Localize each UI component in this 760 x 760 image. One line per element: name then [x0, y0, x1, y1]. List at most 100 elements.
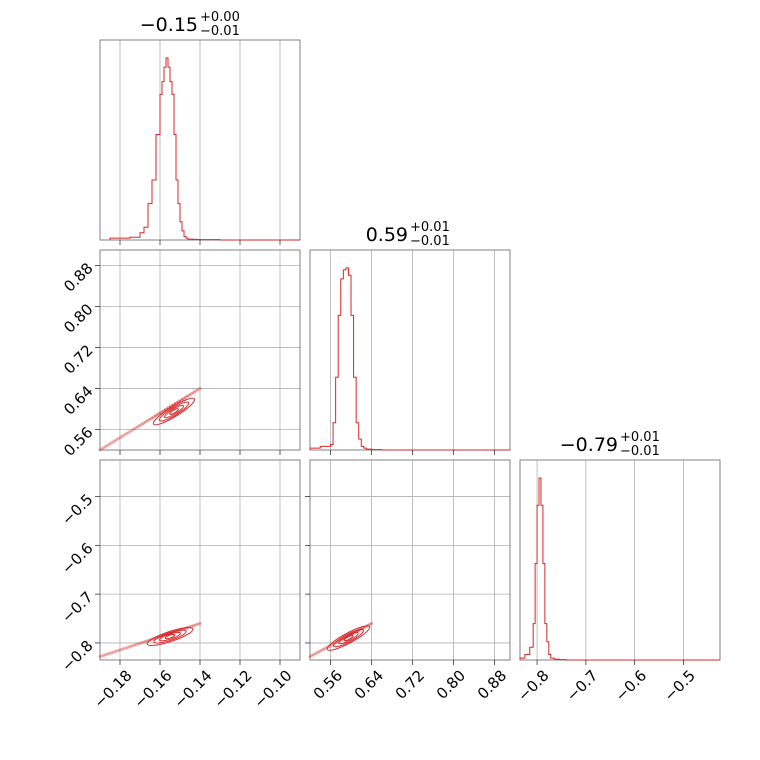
x-tick-label: −0.12	[210, 666, 255, 711]
density-point	[151, 416, 154, 419]
y-tick-label: 0.64	[60, 382, 96, 418]
x-tick-label: −0.16	[130, 666, 175, 711]
density-point	[108, 652, 112, 655]
contour-level-2	[159, 631, 181, 642]
density-point	[126, 431, 129, 435]
density-point	[131, 644, 134, 648]
contour-level-0	[152, 397, 196, 426]
density-point	[156, 413, 159, 416]
density-point	[193, 623, 197, 627]
density-point	[178, 399, 182, 402]
panel-1-1	[309, 249, 511, 451]
density-point	[308, 655, 312, 658]
contour-level-0	[146, 627, 194, 647]
x-tick-label: −0.7	[563, 666, 601, 704]
title-lower-error: −0.01	[620, 444, 660, 459]
contour-level-0	[326, 625, 371, 651]
joint-density-1	[98, 621, 202, 659]
density-point	[101, 654, 104, 657]
density-point	[121, 434, 124, 438]
density-point	[121, 647, 124, 651]
panel-2-0	[99, 459, 301, 661]
contour-level-2	[164, 404, 184, 419]
panel-title-2: −0.79 +0.01−0.01	[560, 430, 660, 459]
x-tick-label: −0.8	[514, 666, 552, 704]
x-tick-label: 0.80	[433, 666, 469, 702]
density-point	[128, 430, 132, 433]
density-point	[131, 428, 134, 432]
title-upper-error: +0.01	[410, 220, 450, 235]
density-point	[126, 646, 129, 649]
title-upper-error: +0.01	[620, 430, 660, 445]
panel-1-0	[99, 249, 301, 451]
panel-frame	[309, 249, 511, 451]
density-point	[136, 642, 139, 646]
density-point	[111, 441, 114, 444]
density-point	[310, 654, 313, 657]
density-point	[118, 436, 122, 439]
y-tick-label: −0.7	[58, 588, 96, 626]
density-point	[324, 647, 327, 650]
x-tick-label: −0.10	[250, 666, 295, 711]
density-point	[196, 388, 199, 392]
density-point	[146, 419, 149, 422]
contour-level-1	[332, 628, 365, 648]
contour-level-3	[169, 408, 179, 415]
x-tick-label: −0.5	[660, 666, 698, 704]
panel-frame	[309, 459, 511, 661]
x-tick-label: 0.64	[351, 666, 387, 702]
density-point	[368, 623, 372, 626]
density-point	[133, 427, 137, 430]
y-tick-label: −0.8	[58, 637, 96, 675]
y-tick-label: 0.56	[60, 423, 96, 459]
density-point	[314, 652, 318, 655]
histogram-2	[519, 477, 720, 661]
density-point	[138, 642, 142, 645]
joint-density-2	[308, 621, 374, 659]
density-point	[108, 442, 112, 446]
density-point	[188, 393, 192, 396]
density-point	[116, 438, 119, 441]
density-point	[318, 650, 321, 653]
panel-2-2	[519, 459, 721, 661]
joint-density-0	[98, 386, 202, 452]
density-point	[153, 414, 157, 418]
x-tick-label: 0.56	[310, 666, 346, 702]
density-band	[98, 386, 202, 452]
density-point	[322, 647, 326, 651]
density-point	[186, 394, 189, 398]
density-point	[138, 424, 142, 427]
density-point	[113, 439, 117, 442]
density-point	[136, 425, 139, 429]
density-point	[98, 655, 102, 658]
density-point	[118, 648, 122, 652]
density-point	[319, 649, 322, 652]
density-point	[198, 387, 202, 390]
x-tick-label: −0.6	[612, 666, 650, 704]
density-point	[116, 649, 119, 652]
panel-title-0: −0.15 +0.00−0.01	[140, 10, 240, 39]
density-point	[191, 391, 194, 395]
y-tick-label: 0.80	[60, 300, 96, 336]
x-tick-label: −0.18	[90, 666, 135, 711]
panel-frame	[519, 459, 721, 661]
panel-title-1: 0.59 +0.01−0.01	[366, 220, 450, 249]
density-point	[311, 653, 315, 657]
histogram-0	[109, 57, 300, 241]
density-point	[161, 410, 164, 413]
title-value: −0.15	[140, 14, 198, 36]
density-point	[193, 390, 197, 393]
density-point	[98, 448, 102, 452]
title-value: −0.79	[560, 434, 618, 456]
density-point	[158, 411, 162, 415]
contour-level-1	[153, 629, 187, 644]
density-point	[181, 398, 184, 401]
title-lower-error: −0.01	[410, 234, 450, 249]
title-upper-error: +0.00	[200, 10, 240, 25]
contour-level-3	[164, 634, 176, 640]
density-point	[370, 622, 373, 625]
title-lower-error: −0.01	[200, 24, 240, 39]
title-value: 0.59	[366, 224, 408, 246]
density-point	[103, 653, 107, 657]
